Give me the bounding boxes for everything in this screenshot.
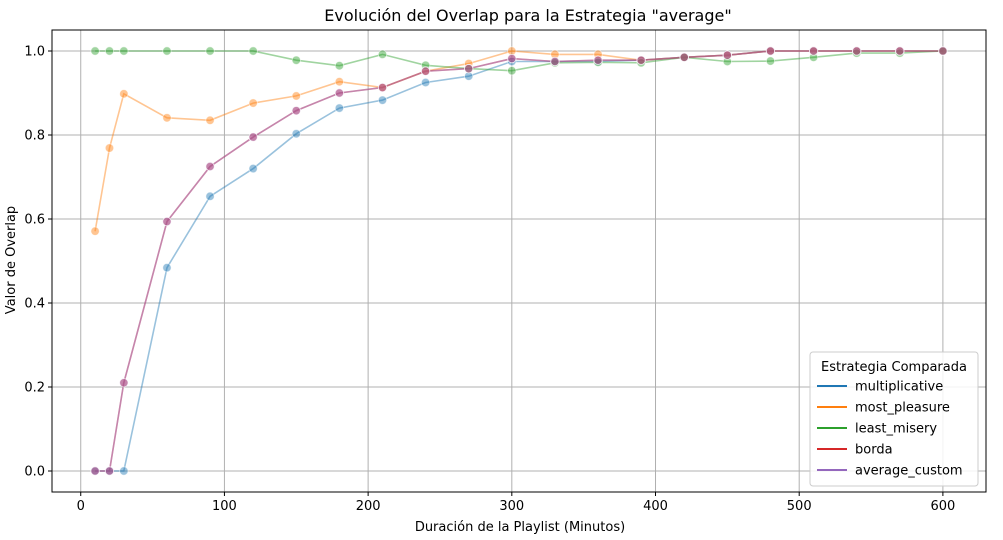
data-point-least_misery: [808, 52, 819, 62]
x-tick-label: 0: [77, 499, 85, 514]
y-axis-ticks: 0.0 0.2 0.4 0.6 0.8 1.0: [24, 45, 52, 480]
legend: Estrategia Comparada multiplicative most_…: [809, 351, 979, 487]
data-point-least_misery: [334, 61, 344, 71]
y-tick-label: 0.2: [24, 381, 45, 396]
data-point-average_custom: [808, 46, 819, 56]
data-point-most_pleasure: [248, 98, 258, 108]
data-point-average_custom: [636, 55, 646, 65]
data-point-average_custom: [464, 64, 474, 74]
data-point-most_pleasure: [291, 91, 301, 101]
data-point-least_misery: [765, 56, 776, 66]
data-point-average_custom: [119, 378, 129, 388]
x-tick-label: 600: [930, 499, 955, 514]
data-point-average_custom: [938, 46, 948, 56]
legend-label-multiplicative: multiplicative: [855, 380, 943, 395]
x-tick-label: 100: [212, 499, 237, 514]
data-point-least_misery: [291, 55, 301, 65]
y-tick-label: 0.8: [24, 129, 45, 144]
data-point-least_misery: [205, 46, 215, 56]
data-point-least_misery: [248, 46, 258, 56]
grid-lines: [52, 30, 986, 492]
y-tick-label: 0.6: [24, 213, 45, 228]
data-point-most_pleasure: [90, 226, 100, 236]
series-lines: [94, 50, 943, 472]
data-point-least_misery: [377, 49, 388, 59]
data-point-least_misery: [593, 57, 603, 67]
legend-box: [809, 351, 979, 487]
data-point-multiplicative: [119, 466, 129, 476]
series-line-borda: [95, 50, 943, 472]
y-axis-label: Valor de Overlap: [4, 206, 19, 314]
data-point-least_misery: [895, 48, 905, 58]
data-point-multiplicative: [162, 263, 172, 273]
chart-title: Evolución del Overlap para la Estrategia…: [324, 6, 731, 25]
data-point-multiplicative: [377, 95, 388, 105]
y-tick-label: 0.4: [24, 297, 45, 312]
data-point-most_pleasure: [507, 46, 517, 56]
data-point-least_misery: [119, 46, 129, 56]
data-point-average_custom: [377, 82, 388, 93]
x-axis-ticks: 0 100 200 300 400 500 600: [77, 492, 955, 514]
y-tick-label: 1.0: [24, 45, 45, 60]
data-point-average_custom: [248, 132, 258, 142]
data-point-multiplicative: [420, 77, 431, 88]
data-point-average_custom: [895, 46, 905, 56]
data-point-average_custom: [334, 88, 344, 98]
data-point-average_custom: [205, 161, 215, 172]
data-point-least_misery: [636, 58, 646, 68]
data-point-most_pleasure: [464, 58, 474, 69]
series-line-multiplicative: [95, 50, 943, 472]
data-point-most_pleasure: [205, 115, 215, 125]
legend-label-least_misery: least_misery: [855, 422, 937, 437]
data-point-least_misery: [507, 66, 517, 76]
data-point-multiplicative: [507, 56, 517, 67]
series-line-least_misery: [95, 50, 943, 72]
data-point-average_custom: [104, 466, 115, 476]
y-tick-label: 0.0: [24, 465, 45, 480]
data-point-least_misery: [852, 48, 862, 58]
data-point-multiplicative: [464, 71, 474, 81]
data-point-most_pleasure: [162, 113, 172, 123]
data-point-most_pleasure: [334, 77, 344, 87]
data-point-most_pleasure: [119, 89, 129, 99]
series-points: [90, 46, 948, 476]
data-point-average_custom: [507, 53, 517, 64]
x-tick-label: 200: [356, 499, 381, 514]
data-point-least_misery: [162, 46, 172, 56]
plot-frame: [51, 29, 987, 493]
series-line-average_custom: [95, 50, 943, 472]
data-point-average_custom: [765, 46, 776, 56]
data-point-multiplicative: [291, 129, 301, 139]
legend-title: Estrategia Comparada: [821, 360, 967, 375]
x-axis-label: Duración de la Playlist (Minutos): [415, 520, 625, 535]
data-point-average_custom: [420, 66, 431, 76]
data-point-multiplicative: [248, 164, 258, 174]
data-point-average_custom: [550, 56, 560, 67]
x-tick-label: 500: [787, 499, 812, 514]
data-point-average_custom: [852, 46, 862, 56]
series-line-most_pleasure: [94, 50, 943, 232]
data-point-most_pleasure: [104, 143, 115, 153]
legend-label-average_custom: average_custom: [855, 464, 963, 479]
data-point-average_custom: [162, 216, 172, 227]
data-point-multiplicative: [334, 103, 344, 113]
data-point-least_misery: [90, 46, 100, 56]
data-point-average_custom: [722, 50, 732, 60]
data-point-average_custom: [679, 52, 689, 62]
legend-label-borda: borda: [855, 443, 893, 458]
data-point-multiplicative: [205, 191, 215, 201]
data-point-average_custom: [90, 466, 100, 476]
legend-label-most_pleasure: most_pleasure: [855, 401, 950, 416]
data-point-average_custom: [291, 106, 301, 116]
data-point-average_custom: [593, 55, 603, 65]
x-tick-label: 400: [643, 499, 668, 514]
data-point-least_misery: [722, 56, 732, 67]
data-point-least_misery: [104, 46, 115, 56]
x-tick-label: 300: [499, 499, 524, 514]
